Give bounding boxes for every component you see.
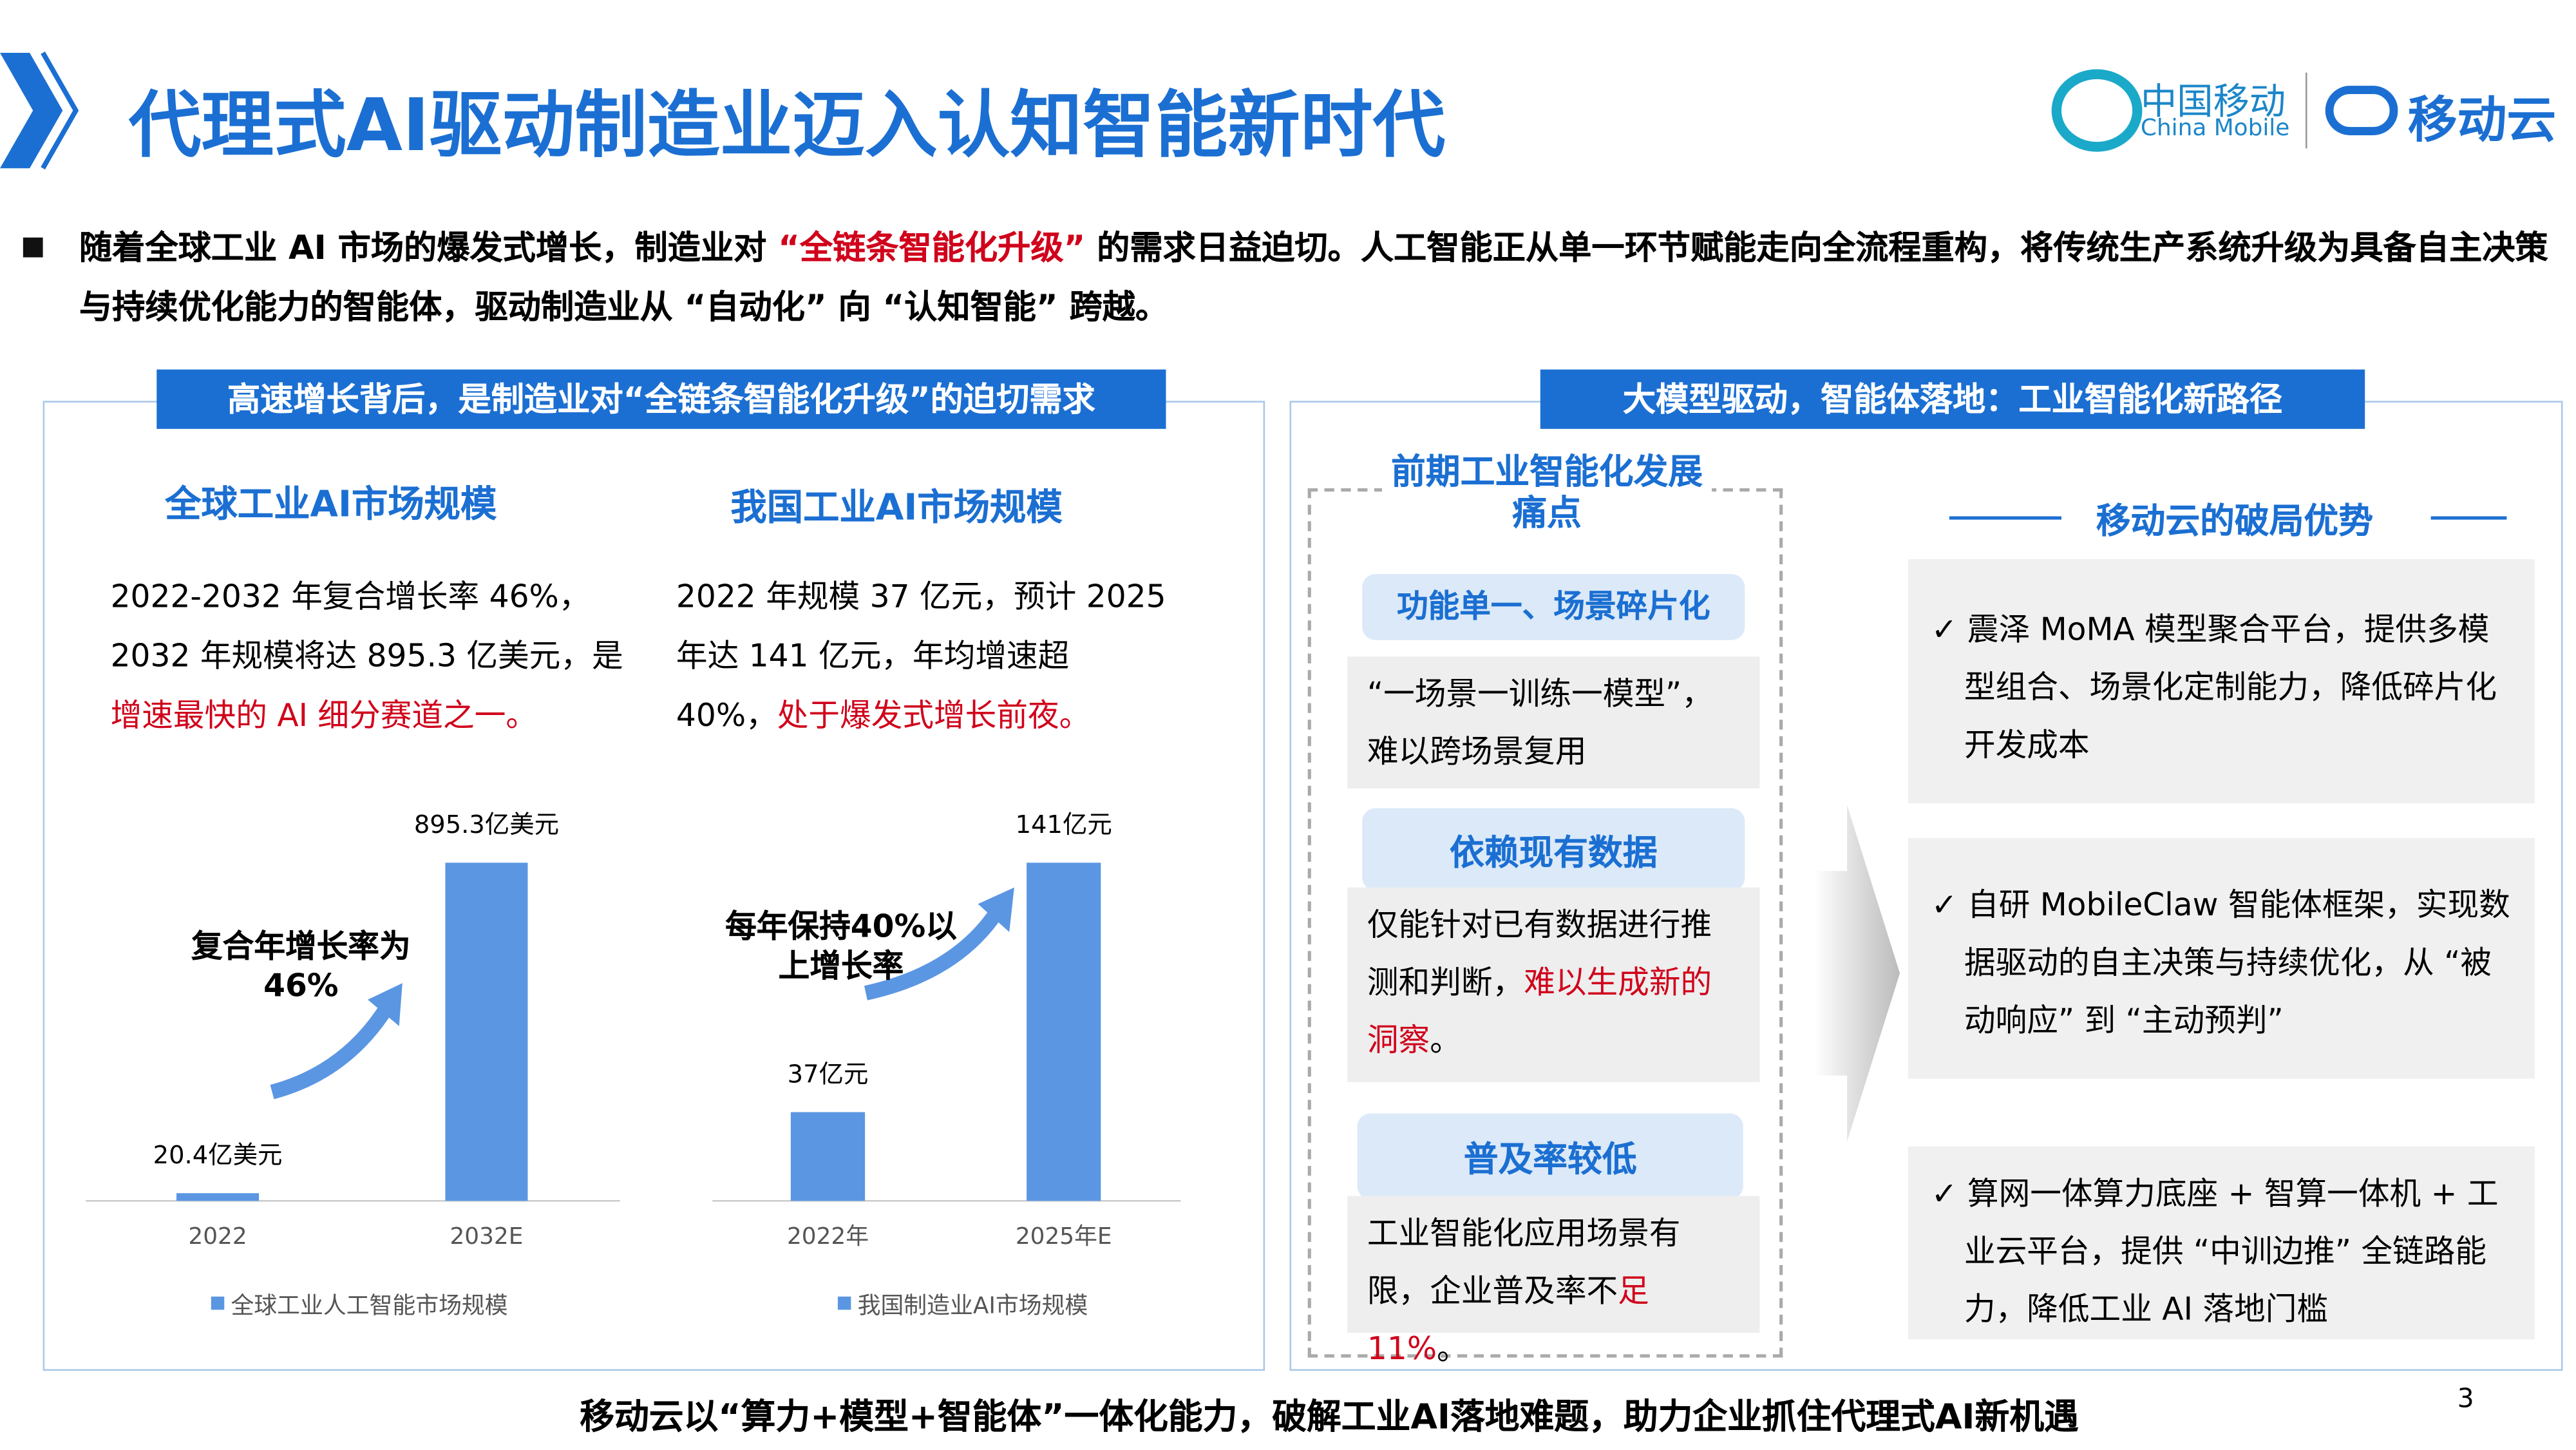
- legend-label: 我国制造业AI市场规模: [858, 1292, 1088, 1319]
- chart-title: 我国工业AI市场规模: [730, 488, 1063, 530]
- title: 代理式AI驱动制造业迈入认知智能新时代: [128, 84, 1446, 169]
- advantage: ✓ 算网一体算力底座 + 智算一体机 + 工业云平台，提供 “中训边推” 全链路…: [1908, 1146, 2535, 1340]
- chevron: [0, 52, 79, 170]
- pain-point-title: 依赖现有数据: [1362, 808, 1745, 891]
- highlight-text: 难以生成新的洞察: [1367, 965, 1712, 1060]
- pain-point-title: 普及率较低: [1357, 1113, 1743, 1199]
- pain-title: 前期工业智能化发展痛点: [1381, 452, 1712, 535]
- text: 。: [1430, 1022, 1461, 1060]
- chart: 20.4亿美元 2022 895.3亿美元 2032E 全球工业人工智能市场规模: [86, 810, 620, 1319]
- text: 。: [1437, 1331, 1468, 1368]
- advantage: ✓ 震泽 MoMA 模型聚合平台，提供多模型组合、场景化定制能力，降低碎片化开发…: [1908, 559, 2535, 804]
- rule: [2430, 516, 2507, 519]
- text: 的需求日益迫切。人工智能正从单一环节赋能走向全流程重构，将传统生产系统升级为具备…: [79, 227, 2548, 327]
- highlight-text: 增速最快的 AI 细分赛道之一。: [110, 698, 538, 734]
- cloud-icon: [2325, 86, 2398, 135]
- bar: [1027, 863, 1101, 1201]
- value-label: 895.3亿美元: [414, 810, 559, 839]
- text: 2022-2032 年复合增长率 46%，2032 年规模将达 895.3 亿美…: [110, 578, 623, 675]
- pain-point-text: “一场景一训练一模型”，难以跨场景复用: [1347, 656, 1760, 789]
- divider: [2305, 72, 2307, 149]
- chart-description: 2022-2032 年复合增长率 46%，2032 年规模将达 895.3 亿美…: [111, 568, 638, 746]
- value-label: 37亿元: [788, 1060, 869, 1089]
- highlight-text: 处于爆发式增长前夜。: [777, 698, 1091, 734]
- highlight-text: 足11%: [1367, 1273, 1649, 1368]
- bar: [790, 1112, 866, 1201]
- bullet: [23, 237, 43, 258]
- value-label: 141亿元: [1016, 810, 1112, 839]
- bar: [176, 1193, 260, 1201]
- rule: [1949, 516, 2061, 519]
- intro: 随着全球工业 AI 市场的爆发式增长，制造业对 “全链条智能化升级” 的需求日益…: [79, 218, 2570, 336]
- x-tick-label: 2025年E: [1016, 1223, 1112, 1250]
- advantage: ✓ 自研 MobileClaw 智能体框架，实现数据驱动的自主决策与持续优化，从…: [1908, 837, 2535, 1079]
- highlight-text: “全链条智能化升级”: [778, 227, 1086, 267]
- chart-title: 全球工业AI市场规模: [165, 484, 497, 526]
- chart-description: 2022 年规模 37 亿元，预计 2025 年达 141 亿元，年均增速超 4…: [676, 568, 1179, 746]
- chart: 37亿元 2022年 141亿元 2025年E 我国制造业AI市场规模: [712, 810, 1181, 1319]
- x-tick-label: 2032E: [450, 1223, 523, 1250]
- x-tick-label: 2022年: [787, 1223, 869, 1250]
- value-label: 20.4亿美元: [153, 1141, 283, 1170]
- annotation: 每年保持40%以上增长率: [725, 909, 957, 985]
- logo-cloud: 移动云: [2407, 92, 2557, 151]
- text: 2022 年规模 37 亿元，预计 2025 年达 141 亿元，年均增速超 4…: [676, 578, 1166, 734]
- legend-swatch: [837, 1296, 851, 1310]
- page-number: 3: [2457, 1382, 2474, 1414]
- text: 仅能针对已有数据进行推测和判断，: [1367, 907, 1712, 1002]
- logo-icon: [2051, 69, 2143, 152]
- annotation: 复合年增长率为46%: [191, 928, 411, 1005]
- logo-en: China Mobile: [2140, 115, 2290, 142]
- text: 随着全球工业 AI 市场的爆发式增长，制造业对: [79, 227, 779, 267]
- pain-point-text: 工业智能化应用场景有限，企业普及率不足11%。: [1347, 1196, 1760, 1368]
- text: 工业智能化应用场景有限，企业普及率不: [1367, 1216, 1681, 1310]
- pain-point-text: 仅能针对已有数据进行推测和判断，难以生成新的洞察。: [1347, 887, 1760, 1082]
- text: “一场景一训练一模型”，难以跨场景复用: [1367, 676, 1713, 770]
- x-tick-label: 2022: [188, 1223, 247, 1250]
- logo-cn: 中国移动: [2140, 82, 2286, 124]
- footer: 移动云以“算力+模型+智能体”一体化能力，破解工业AI落地难题，助力企业抓住代理…: [580, 1397, 2079, 1437]
- legend-swatch: [211, 1296, 225, 1310]
- panel-title: 大模型驱动，智能体落地：工业智能化新路径: [1540, 369, 2365, 429]
- panel-title: 高速增长背后，是制造业对“全链条智能化升级”的迫切需求: [156, 369, 1166, 429]
- pain-point-title: 功能单一、场景碎片化: [1362, 574, 1745, 640]
- advantages-title: 移动云的破局优势: [2096, 501, 2373, 541]
- arrow: [1814, 805, 1900, 1142]
- bar: [445, 863, 528, 1201]
- legend-label: 全球工业人工智能市场规模: [231, 1292, 508, 1319]
